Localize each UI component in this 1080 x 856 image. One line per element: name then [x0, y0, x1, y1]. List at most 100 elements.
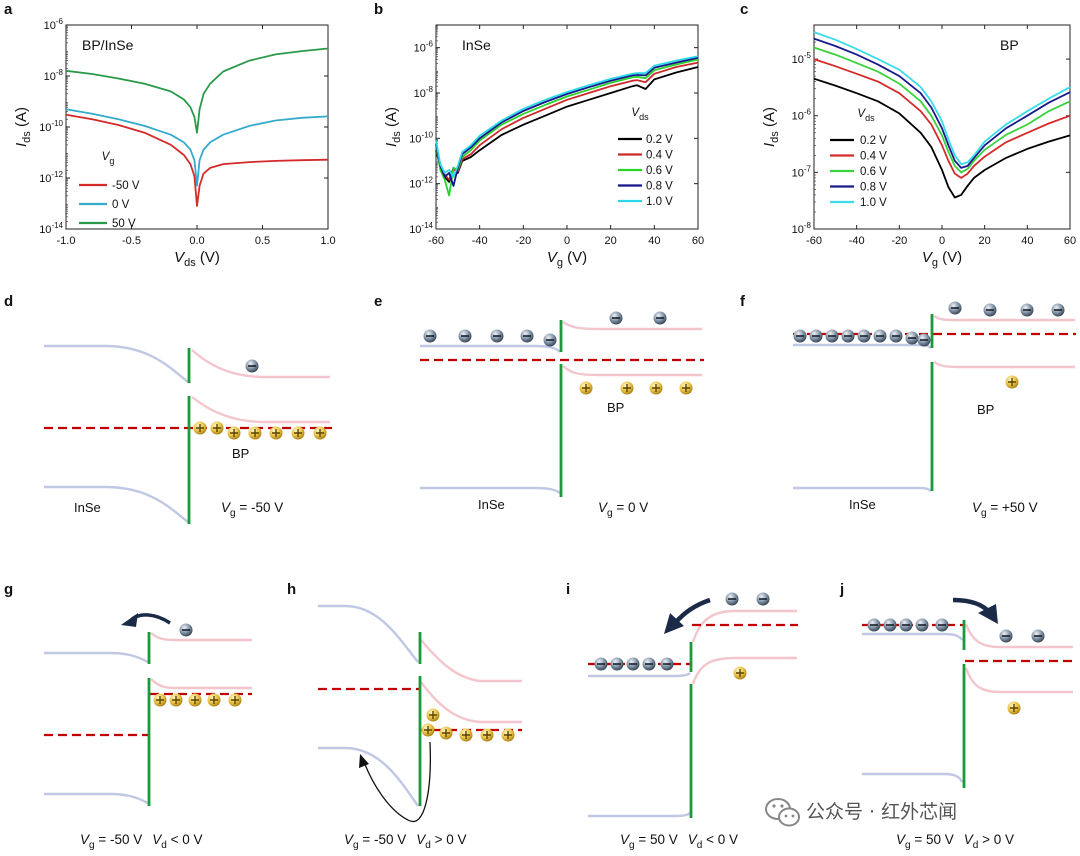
band-diagram-h: Vg = -50 V Vd > 0 V: [318, 604, 522, 851]
legend-label: 0.4 V: [646, 150, 673, 162]
y-tick-label: 10-14: [409, 221, 433, 236]
valence-band-inse: [44, 651, 149, 664]
chart-title: BP/InSe: [82, 37, 134, 53]
series-line-50V: [65, 47, 329, 134]
series-line-1p0V: [435, 55, 699, 178]
x-tick-label: 0.5: [255, 235, 270, 247]
valence-band-inse: [862, 632, 964, 641]
valence-band-inse-lower: [44, 485, 189, 523]
valence-band-inse-lower: [862, 772, 964, 783]
y-tick-label: 10-5: [792, 51, 812, 66]
legend-title: Vds: [857, 108, 875, 123]
x-tick-label: 0: [564, 235, 570, 247]
panel-letter-b: b: [374, 1, 383, 18]
label-bp: BP: [977, 402, 994, 417]
x-tick-label: 60: [692, 235, 704, 247]
x-tick-label: 20: [979, 235, 991, 247]
electrons: [867, 618, 1045, 643]
arrow-head: [359, 754, 369, 768]
legend-label: -50 V: [112, 180, 140, 192]
x-axis-label: Vds (V): [174, 249, 220, 269]
holes: [579, 381, 693, 395]
x-tick-label: 20: [605, 235, 617, 247]
legend-label: 0.6 V: [860, 166, 887, 178]
panel-letter-h: h: [287, 581, 296, 598]
valence-band-bp: [191, 396, 330, 424]
legend-title: Vg: [102, 151, 115, 166]
x-tick-label: -60: [806, 235, 822, 247]
legend-label: 0.2 V: [860, 135, 887, 147]
panel-letter-f: f: [740, 293, 746, 310]
panel-letter-c: c: [740, 1, 748, 18]
x-axis-label: Vg (V): [547, 249, 587, 269]
panel-letter-i: i: [566, 581, 570, 598]
band-diagram-f: BP InSe Vg = +50 V: [793, 301, 1076, 519]
x-tick-label: -40: [849, 235, 865, 247]
electrons: [793, 301, 1065, 347]
wechat-icon: [765, 798, 800, 827]
series-line--50V: [65, 113, 329, 207]
valence-band-inse: [420, 344, 561, 353]
valence-band-bp: [150, 678, 252, 690]
electrons: [423, 311, 667, 347]
y-axis-label: Ids (A): [761, 107, 781, 147]
hole-path-arrow: [363, 741, 431, 823]
panel-letter-e: e: [374, 293, 382, 310]
valence-band-inse: [318, 604, 419, 663]
curved-arrow: [130, 613, 171, 625]
watermark: 公众号 · 红外芯闻: [765, 798, 957, 827]
valence-band-inse-lower: [588, 812, 691, 818]
legend-label: 1.0 V: [646, 196, 673, 208]
panel-letter-d: d: [4, 293, 13, 310]
watermark-text: 公众号 · 红外芯闻: [806, 801, 957, 823]
series-line-0p4V: [813, 58, 1071, 179]
caption-f: Vg = +50 V: [972, 500, 1038, 519]
y-tick-label: 10-6: [792, 108, 812, 123]
x-tick-label: -20: [891, 235, 907, 247]
band-diagram-e: BP InSe Vg = 0 V: [420, 311, 704, 519]
panel-letter-j: j: [839, 581, 844, 598]
legend-label: 1.0 V: [860, 197, 887, 209]
valence-band-bp: [691, 656, 797, 685]
arrow-head: [664, 613, 684, 634]
label-inse: InSe: [849, 497, 876, 512]
conduction-band-bp: [562, 320, 702, 331]
conduction-band-bp: [933, 314, 1075, 322]
y-tick-label: 10-14: [39, 221, 63, 236]
series-line-1p0V: [813, 31, 1071, 166]
band-diagram-g: Vg = -50 V Vd < 0 V: [44, 613, 252, 851]
valence-band-bp: [933, 360, 1075, 369]
x-axis-label: Vg (V): [922, 249, 962, 269]
conduction-band-bp: [150, 632, 252, 642]
y-tick-label: 10-12: [39, 170, 63, 185]
holes: [193, 421, 327, 440]
y-tick-label: 10-6: [44, 17, 64, 32]
valence-band-inse-lower: [318, 746, 419, 807]
y-tick-label: 10-8: [792, 221, 812, 236]
valence-band-inse-lower: [44, 792, 149, 805]
caption-e: Vg = 0 V: [598, 500, 648, 519]
x-tick-label: 60: [1064, 235, 1076, 247]
legend-label: 0 V: [112, 199, 130, 211]
y-axis-label: Ids (A): [383, 107, 403, 147]
x-tick-label: -0.5: [122, 235, 141, 247]
valence-band-bp: [420, 681, 522, 724]
y-tick-label: 10-10: [409, 130, 433, 145]
legend-label: 0.8 V: [860, 182, 887, 194]
series-line-0V: [65, 108, 329, 187]
chart-title: BP: [1000, 37, 1019, 53]
electrons: [594, 592, 770, 671]
legend-label: 0.6 V: [646, 165, 673, 177]
x-tick-label: -20: [515, 235, 531, 247]
x-tick-label: -1.0: [57, 235, 76, 247]
band-diagram-d: BP InSe Vg = -50 V: [44, 344, 332, 524]
legend-label: 50 V: [112, 218, 136, 230]
arrow-head: [121, 613, 138, 627]
legend-label: 0.2 V: [646, 134, 673, 146]
series-line-0p8V: [813, 37, 1071, 169]
y-axis-label: Ids (A): [13, 107, 33, 147]
chart-a: -1.0 -0.5 0.0 0.5 1.0 10-14 10-12 10-10 10-8 10-6…: [13, 17, 336, 269]
conduction-band-bp: [964, 623, 1073, 649]
holes: [153, 693, 242, 707]
conduction-band-bp: [691, 609, 797, 643]
